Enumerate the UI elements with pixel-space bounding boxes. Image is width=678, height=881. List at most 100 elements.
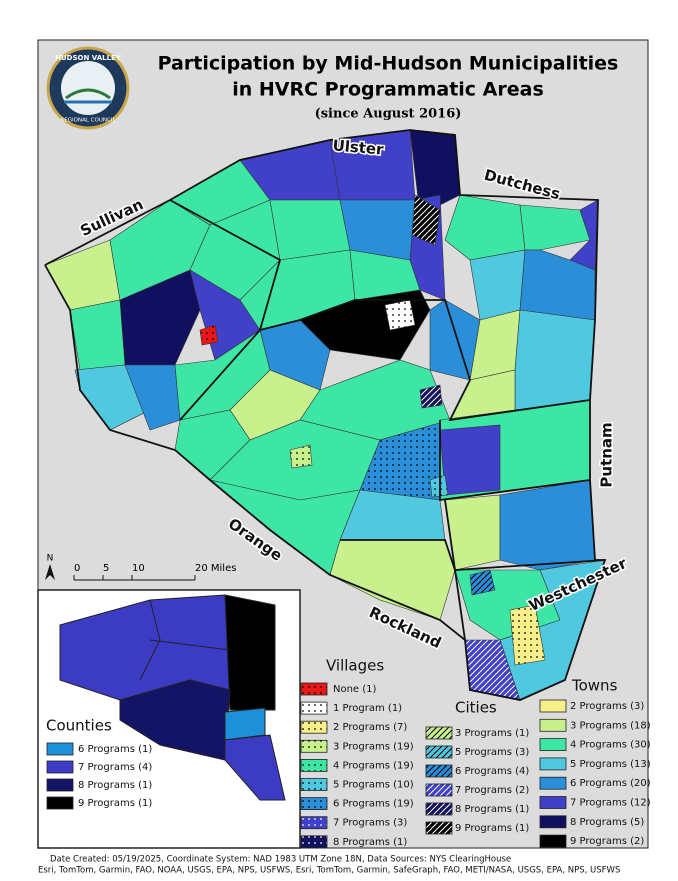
county bbox=[224, 734, 286, 801]
legend-title: Villages bbox=[326, 657, 384, 675]
scale-label: 0 bbox=[74, 563, 80, 574]
legend-swatch bbox=[425, 783, 453, 797]
municipality bbox=[509, 604, 546, 666]
legend-label: 2 Programs (3) bbox=[570, 701, 644, 712]
municipality bbox=[119, 269, 201, 366]
legend-label: 6 Programs (19) bbox=[333, 799, 414, 810]
legend-swatch bbox=[539, 776, 567, 790]
scale-label: 5 bbox=[103, 563, 109, 574]
legend-swatch bbox=[539, 757, 567, 771]
legend-swatch bbox=[300, 682, 328, 696]
legend-label: 8 Programs (1) bbox=[78, 780, 152, 791]
legend-label: 7 Programs (2) bbox=[455, 785, 529, 796]
legend-title: Cities bbox=[455, 699, 497, 717]
legend-swatch bbox=[539, 796, 567, 809]
legend-label: 5 Programs (3) bbox=[455, 747, 529, 758]
legend-swatch bbox=[300, 701, 328, 715]
county-border bbox=[259, 299, 591, 422]
legend-label: 6 Programs (20) bbox=[570, 778, 651, 789]
county bbox=[224, 707, 266, 741]
legend-label: 1 Program (1) bbox=[333, 703, 402, 714]
scale-label: 10 bbox=[132, 563, 145, 574]
legend-label: 5 Programs (10) bbox=[333, 780, 414, 791]
county-border bbox=[149, 639, 231, 651]
municipality bbox=[519, 204, 591, 251]
legend-label: 7 Programs (12) bbox=[570, 798, 651, 809]
legend-label: 4 Programs (30) bbox=[570, 740, 651, 751]
legend-swatch bbox=[425, 821, 453, 835]
municipality bbox=[439, 424, 501, 496]
municipality bbox=[269, 199, 351, 261]
legend-swatch bbox=[300, 778, 328, 791]
municipality bbox=[499, 479, 596, 571]
footer-line: Esri, TomTom, Garmin, FAO, NOAA, USGS, E… bbox=[38, 866, 620, 876]
legend-swatch bbox=[539, 738, 567, 751]
legend-swatch bbox=[539, 815, 567, 829]
legend-label: 3 Programs (19) bbox=[333, 741, 414, 752]
legend-swatch bbox=[46, 778, 74, 792]
legend-swatch bbox=[300, 797, 328, 810]
legend-label: 9 Programs (1) bbox=[78, 798, 152, 809]
scale-label: 20 Miles bbox=[195, 563, 236, 574]
legend-label: 6 Programs (1) bbox=[78, 744, 152, 755]
municipality bbox=[199, 324, 219, 346]
county-border bbox=[439, 420, 591, 502]
county-border bbox=[169, 199, 282, 421]
legend-swatch bbox=[300, 720, 328, 734]
logo-top: HUDSON VALLEY bbox=[55, 54, 122, 62]
legend-label: 6 Programs (4) bbox=[455, 766, 529, 777]
municipality bbox=[289, 444, 313, 469]
municipality bbox=[469, 569, 496, 596]
legend-swatch bbox=[539, 718, 567, 732]
legend-title: Towns bbox=[571, 677, 618, 695]
legend-label: 9 Programs (2) bbox=[570, 836, 644, 847]
legend-label: 3 Programs (1) bbox=[455, 728, 529, 739]
logo-center bbox=[61, 61, 115, 115]
legend-swatch bbox=[46, 760, 74, 774]
logo-bottom: REGIONAL COUNCIL bbox=[60, 118, 116, 124]
north-arrow-label: N bbox=[47, 554, 54, 564]
logo: HUDSON VALLEY REGIONAL COUNCIL bbox=[46, 46, 130, 130]
legend-swatch bbox=[46, 742, 74, 756]
municipality bbox=[69, 299, 126, 371]
legend-swatch bbox=[539, 699, 567, 713]
legend-swatch bbox=[425, 726, 453, 740]
legend-label: 7 Programs (3) bbox=[333, 818, 407, 829]
north-arrow bbox=[45, 564, 55, 580]
municipality bbox=[429, 299, 481, 381]
legend-label: 8 Programs (5) bbox=[570, 817, 644, 828]
scale-bar bbox=[73, 575, 196, 581]
legend-label: 4 Programs (19) bbox=[333, 760, 414, 771]
legend-label: None (1) bbox=[333, 684, 377, 695]
legend-swatch bbox=[425, 764, 453, 778]
legend-swatch bbox=[539, 834, 567, 848]
legend-swatch bbox=[300, 835, 328, 849]
county-border bbox=[44, 129, 607, 701]
county-label: Putnam bbox=[598, 422, 616, 487]
legend-label: 8 Programs (1) bbox=[455, 804, 529, 815]
title-line-1: Participation by Mid-Hudson Municipaliti… bbox=[158, 53, 619, 75]
county-border bbox=[139, 599, 161, 681]
legend-swatch bbox=[425, 745, 453, 759]
title-line-2: in HVRC Programmatic Areas bbox=[232, 79, 544, 101]
legend-swatch bbox=[300, 759, 328, 772]
inset-map bbox=[59, 594, 286, 801]
legend-label: 8 Programs (1) bbox=[333, 837, 407, 848]
legend-label: 3 Programs (18) bbox=[570, 720, 651, 731]
county-border bbox=[444, 499, 466, 641]
municipalities bbox=[44, 129, 607, 701]
footer-line: Date Created: 05/19/2025, Coordinate Sys… bbox=[50, 855, 511, 865]
county bbox=[224, 594, 276, 711]
legend-swatch bbox=[300, 739, 328, 753]
legend-label: 5 Programs (13) bbox=[570, 759, 651, 770]
logo-bridge bbox=[65, 88, 111, 100]
subtitle: (since August 2016) bbox=[315, 107, 462, 122]
legend-label: 7 Programs (4) bbox=[78, 762, 152, 773]
municipality bbox=[384, 299, 416, 331]
legend-label: 9 Programs (1) bbox=[455, 823, 529, 834]
legend-title: Counties bbox=[46, 717, 112, 735]
legend-swatch bbox=[425, 802, 453, 816]
municipality bbox=[514, 309, 596, 411]
legend-label: 2 Programs (7) bbox=[333, 722, 407, 733]
